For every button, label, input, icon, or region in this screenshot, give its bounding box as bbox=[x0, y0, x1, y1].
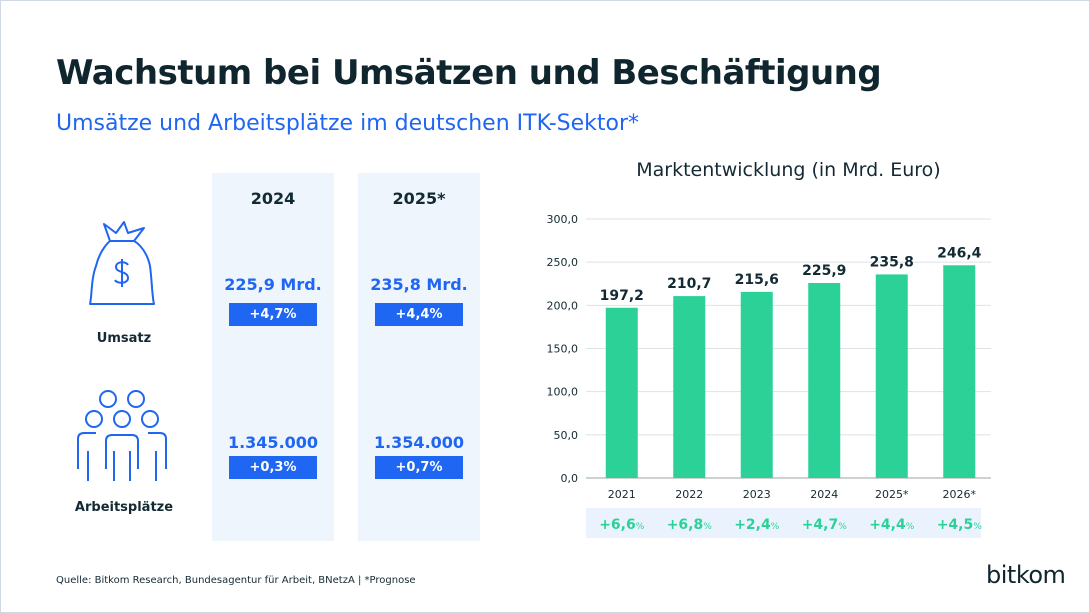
arbeitsplaetze-change-badge: +0,7% bbox=[375, 456, 463, 479]
growth-unit: % bbox=[636, 522, 645, 532]
bar-2026* bbox=[943, 265, 976, 478]
x-tick-label: 2024 bbox=[810, 488, 838, 501]
bar-2024 bbox=[808, 282, 841, 478]
chart-title: Marktentwicklung (in Mrd. Euro) bbox=[636, 159, 941, 181]
x-tick-label: 2022 bbox=[675, 488, 703, 501]
growth-row-background bbox=[586, 508, 981, 538]
growth-unit: % bbox=[771, 522, 780, 532]
page-title: Wachstum bei Umsätzen und Beschäftigung bbox=[56, 53, 882, 93]
arbeitsplaetze-value: 1.354.000 bbox=[373, 433, 465, 452]
row-label-arbeitsplaetze: Arbeitsplätze bbox=[74, 500, 174, 515]
column-header: 2024 bbox=[250, 189, 296, 208]
bar-2025* bbox=[875, 274, 908, 478]
page-subtitle: Umsätze und Arbeitsplätze im deutschen I… bbox=[56, 111, 640, 136]
x-tick-label: 2021 bbox=[608, 488, 636, 501]
y-tick-label: 50,0 bbox=[554, 429, 579, 442]
x-tick-label: 2023 bbox=[743, 488, 771, 501]
source-note: Quelle: Bitkom Research, Bundesagentur f… bbox=[56, 575, 416, 586]
growth-label: +6,6% bbox=[599, 517, 645, 533]
y-tick-label: 250,0 bbox=[547, 256, 579, 269]
people-group-icon bbox=[77, 390, 167, 481]
growth-label: +2,4% bbox=[734, 517, 780, 533]
growth-unit: % bbox=[703, 522, 712, 532]
bar-value-label: 246,4 bbox=[937, 245, 982, 261]
arbeitsplaetze-change-badge: +0,3% bbox=[229, 456, 317, 479]
money-bag-icon bbox=[89, 221, 155, 305]
growth-unit: % bbox=[973, 522, 982, 532]
x-tick-label: 2025* bbox=[875, 488, 909, 501]
growth-value: +6,8 bbox=[667, 517, 704, 533]
x-tick-label: 2026* bbox=[943, 488, 977, 501]
growth-value: +4,7 bbox=[802, 517, 839, 533]
bar-2021 bbox=[605, 307, 638, 478]
bar-value-label: 235,8 bbox=[870, 254, 914, 270]
growth-label: +4,7% bbox=[802, 517, 848, 533]
row-label-umsatz: Umsatz bbox=[96, 331, 152, 346]
bar-value-label: 215,6 bbox=[735, 272, 779, 288]
bar-value-label: 197,2 bbox=[600, 288, 644, 304]
growth-label: +4,5% bbox=[937, 517, 983, 533]
growth-label: +6,8% bbox=[667, 517, 713, 533]
growth-value: +4,5 bbox=[937, 517, 974, 533]
column-2024: 2024 225,9 Mrd. +4,7% 1.345.000 +0,3% bbox=[212, 173, 334, 541]
growth-value: +4,4 bbox=[869, 517, 906, 533]
growth-value: +6,6 bbox=[599, 517, 636, 533]
y-tick-label: 200,0 bbox=[547, 299, 579, 312]
bitkom-logo: bitkom bbox=[986, 561, 1066, 589]
column-header: 2025* bbox=[392, 189, 446, 208]
umsatz-value: 235,8 Mrd. bbox=[370, 275, 468, 294]
growth-label: +4,4% bbox=[869, 517, 915, 533]
growth-unit: % bbox=[906, 522, 915, 532]
growth-unit: % bbox=[838, 522, 847, 532]
y-tick-label: 100,0 bbox=[547, 386, 579, 399]
column-2025: 2025* 235,8 Mrd. +4,4% 1.354.000 +0,7% bbox=[358, 173, 480, 541]
umsatz-value: 225,9 Mrd. bbox=[224, 275, 322, 294]
bar-2022 bbox=[673, 296, 706, 478]
growth-value: +2,4 bbox=[734, 517, 771, 533]
arbeitsplaetze-value: 1.345.000 bbox=[227, 433, 319, 452]
y-tick-label: 150,0 bbox=[547, 343, 579, 356]
umsatz-change-badge: +4,4% bbox=[375, 303, 463, 326]
y-tick-label: 0,0 bbox=[561, 472, 579, 485]
bar-value-label: 210,7 bbox=[667, 276, 711, 292]
y-tick-label: 300,0 bbox=[547, 213, 579, 226]
bar-value-label: 225,9 bbox=[802, 263, 846, 279]
umsatz-change-badge: +4,7% bbox=[229, 303, 317, 326]
bar-2023 bbox=[740, 291, 773, 478]
